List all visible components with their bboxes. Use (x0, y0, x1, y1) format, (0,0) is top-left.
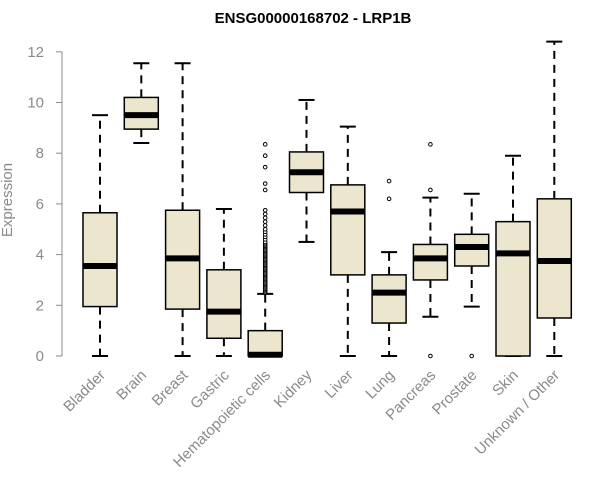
y-tick-label: 10 (27, 95, 44, 112)
box-lung (371, 178, 407, 357)
box-unknown-other (536, 40, 573, 357)
iqr-box (206, 269, 242, 340)
outlier-point (262, 223, 268, 228)
plot-area (82, 40, 573, 359)
outlier-point (469, 353, 475, 359)
iqr-box (495, 220, 531, 357)
box-prostate (453, 192, 490, 359)
iqr-box (330, 184, 366, 276)
box-liver (330, 125, 366, 357)
x-category-label: Kidney (271, 366, 316, 411)
outlier-point (262, 164, 268, 170)
box-skin (495, 154, 531, 357)
y-axis: 0 2 4 6 8 10 12 (27, 44, 63, 365)
y-tick-label: 2 (36, 297, 44, 314)
x-category-label: Brain (113, 367, 150, 404)
box-brain (123, 62, 160, 145)
outlier-point (262, 181, 268, 186)
outlier-point (262, 226, 268, 232)
outlier-point (386, 178, 392, 184)
y-tick-label: 8 (36, 145, 44, 162)
outlier-point (262, 215, 268, 221)
box-breast (164, 62, 201, 357)
y-tick-label: 12 (27, 44, 44, 61)
x-category-label: Liver (322, 367, 357, 402)
iqr-box (412, 243, 449, 281)
chart-title: ENSG00000168702 - LRP1B (215, 10, 412, 27)
outlier-point (428, 353, 433, 359)
outlier-point (262, 219, 268, 224)
iqr-box (371, 274, 407, 324)
iqr-box (453, 233, 490, 267)
y-tick-label: 4 (36, 247, 44, 264)
x-category-label: Prostate (429, 367, 481, 419)
box-hematopoietic-cells (247, 142, 283, 358)
outlier-point (262, 153, 268, 159)
x-category-label: Lung (362, 367, 398, 403)
box-bladder (82, 114, 118, 357)
outlier-point (262, 211, 268, 217)
outlier-point (262, 142, 268, 147)
y-tick-label: 0 (36, 348, 44, 365)
x-category-label: Skin (489, 367, 522, 400)
outlier-point (386, 196, 392, 202)
box-gastric (206, 207, 242, 357)
x-category-label: Breast (149, 366, 192, 409)
y-axis-label: Expression (0, 163, 16, 237)
outlier-point (262, 207, 268, 213)
x-category-label: Bladder (60, 367, 109, 416)
iqr-box (82, 212, 118, 308)
y-tick-label: 6 (36, 196, 44, 213)
outlier-point (428, 142, 433, 147)
box-kidney (288, 98, 325, 243)
outlier-point (428, 187, 433, 193)
outlier-point (262, 187, 268, 193)
box-pancreas (412, 142, 449, 359)
